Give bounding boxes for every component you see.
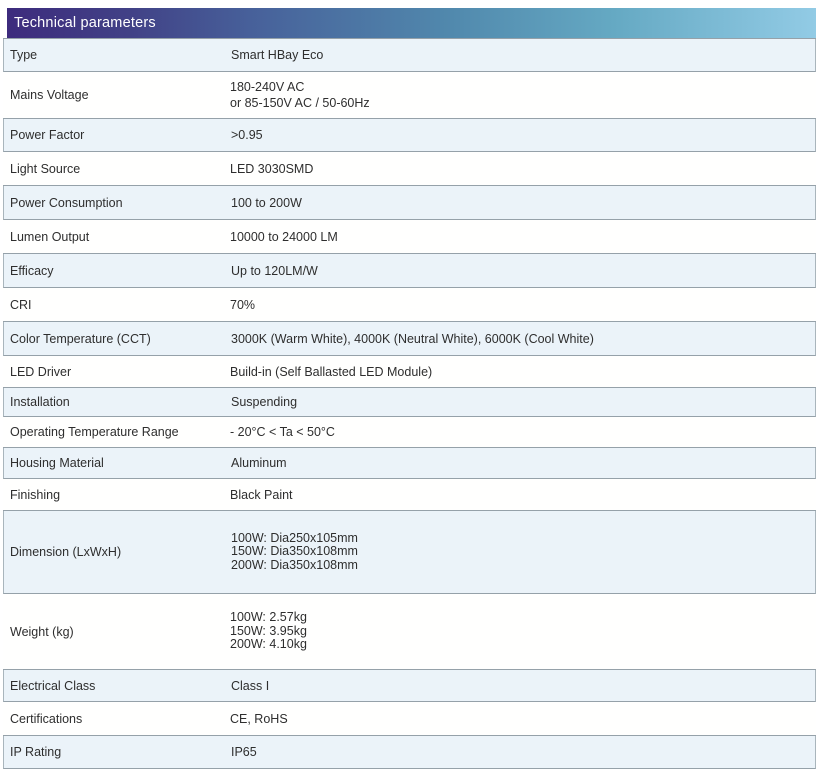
spec-row-efficacy: Efficacy Up to 120LM/W (3, 254, 816, 288)
spec-label: IP Rating (10, 745, 62, 759)
spec-value: LED 3030SMD (230, 161, 314, 176)
spec-value: Suspending (231, 395, 298, 409)
spec-label: Dimension (LxWxH) (10, 545, 122, 559)
spec-label: Finishing (10, 487, 61, 502)
spec-value: 70% (230, 297, 256, 312)
spec-value: - 20°C < Ta < 50°C (230, 425, 335, 439)
section-title: Technical parameters (14, 15, 156, 31)
spec-label: Installation (10, 395, 70, 409)
spec-label: Operating Temperature Range (10, 425, 179, 439)
spec-label: Mains Voltage (10, 88, 89, 102)
spec-label: Light Source (10, 161, 81, 176)
spec-row-power-factor: Power Factor >0.95 (3, 119, 816, 152)
spec-label: LED Driver (10, 364, 72, 379)
spec-value: IP65 (231, 745, 257, 759)
section-header: Technical parameters (7, 8, 816, 38)
spec-value: 3000K (Warm White), 4000K (Neutral White… (231, 331, 594, 346)
spec-label: Lumen Output (10, 229, 90, 244)
spec-label: Power Consumption (10, 195, 123, 210)
spec-value: Build-in (Self Ballasted LED Module) (230, 364, 433, 379)
spec-row-lumen-output: Lumen Output 10000 to 24000 LM (3, 220, 816, 254)
spec-label: Type (10, 48, 38, 62)
spec-label: CRI (10, 297, 32, 312)
spec-label: Electrical Class (10, 678, 96, 693)
spec-row-color-temperature: Color Temperature (CCT) 3000K (Warm Whit… (3, 322, 816, 356)
spec-value: 10000 to 24000 LM (230, 229, 338, 244)
spec-value: CE, RoHS (230, 711, 288, 726)
spec-label: Weight (kg) (10, 624, 74, 639)
spec-value: >0.95 (231, 128, 263, 142)
spec-row-mains-voltage: Mains Voltage 180-240V AC or 85-150V AC … (3, 72, 816, 119)
spec-value: Black Paint (230, 487, 293, 502)
spec-value: Smart HBay Eco (231, 48, 324, 62)
spec-value: 100W: 2.57kg 150W: 3.95kg 200W: 4.10kg (230, 610, 307, 652)
spec-row-ip-rating: IP Rating IP65 (3, 736, 816, 769)
spec-row-dimension: Dimension (LxWxH) 100W: Dia250x105mm 150… (3, 511, 816, 594)
spec-label: Certifications (10, 711, 83, 726)
spec-row-certifications: Certifications CE, RoHS (3, 702, 816, 736)
spec-row-housing-material: Housing Material Aluminum (3, 448, 816, 479)
spec-label: Color Temperature (CCT) (10, 331, 151, 346)
spec-row-weight: Weight (kg) 100W: 2.57kg 150W: 3.95kg 20… (3, 594, 816, 670)
spec-row-installation: Installation Suspending (3, 388, 816, 417)
spec-label: Power Factor (10, 128, 85, 142)
spec-value: Up to 120LM/W (231, 263, 318, 278)
spec-value: 100 to 200W (231, 195, 302, 210)
spec-value: Class I (231, 678, 270, 693)
spec-row-light-source: Light Source LED 3030SMD (3, 152, 816, 186)
spec-label: Housing Material (10, 456, 104, 470)
spec-row-finishing: Finishing Black Paint (3, 479, 816, 511)
spec-row-led-driver: LED Driver Build-in (Self Ballasted LED … (3, 356, 816, 388)
spec-row-power-consumption: Power Consumption 100 to 200W (3, 186, 816, 220)
spec-value: 180-240V AC or 85-150V AC / 50-60Hz (230, 80, 370, 110)
spec-value: Aluminum (231, 456, 287, 470)
spec-row-type: Type Smart HBay Eco (3, 39, 816, 72)
spec-table: Type Smart HBay Eco Mains Voltage 180-24… (3, 38, 816, 769)
spec-row-cri: CRI 70% (3, 288, 816, 322)
spec-value: 100W: Dia250x105mm 150W: Dia350x108mm 20… (231, 530, 358, 572)
spec-row-operating-temperature-range: Operating Temperature Range - 20°C < Ta … (3, 417, 816, 448)
spec-row-electrical-class: Electrical Class Class I (3, 670, 816, 702)
spec-label: Efficacy (10, 263, 54, 278)
